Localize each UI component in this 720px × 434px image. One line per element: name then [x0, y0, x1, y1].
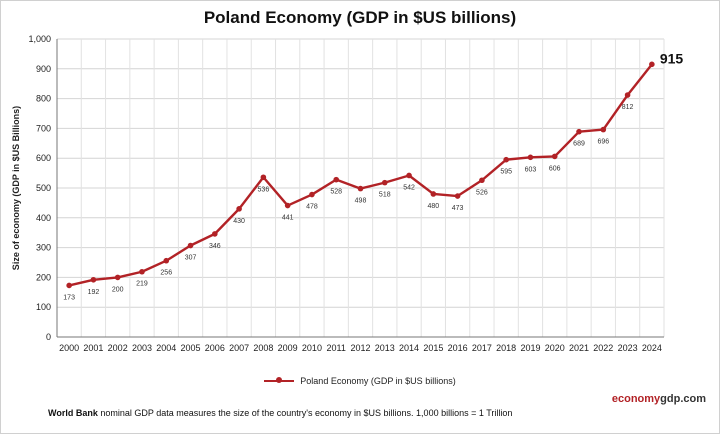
series-line	[68, 63, 653, 287]
data-point	[430, 191, 437, 197]
data-point	[503, 156, 509, 163]
data-point	[454, 193, 461, 199]
legend-line-marker-icon	[264, 377, 295, 383]
data-label: 542	[403, 184, 415, 191]
y-tick-label: 300	[36, 243, 51, 253]
data-label: 689	[573, 141, 585, 148]
data-point	[600, 126, 607, 133]
x-tick-label: 2000	[59, 343, 79, 353]
data-point	[649, 61, 655, 68]
data-point	[66, 282, 72, 289]
legend-label: Poland Economy (GDP in $US billions)	[300, 376, 456, 386]
x-tick-label: 2014	[399, 343, 419, 353]
brand-part-2: gdp.com	[660, 393, 706, 405]
x-tick-label: 2024	[642, 343, 662, 353]
y-tick-label: 200	[36, 272, 51, 282]
data-label: 526	[476, 189, 488, 196]
data-label: 200	[112, 286, 124, 293]
brand-logo: economygdp.com	[612, 393, 706, 405]
x-tick-label: 2020	[545, 343, 565, 353]
data-label: 346	[209, 243, 221, 250]
data-point	[479, 177, 485, 184]
data-point	[114, 274, 121, 281]
source-note: nominal GDP data measures the size of th…	[97, 408, 513, 418]
y-tick-label: 400	[36, 213, 51, 223]
y-tick-label: 900	[36, 64, 51, 74]
data-label: 478	[306, 204, 318, 211]
y-tick-label: 700	[36, 123, 51, 133]
brand-part-1: economy	[611, 393, 661, 405]
source-footnote: World Bank nominal GDP data measures the…	[48, 408, 512, 418]
data-point	[357, 185, 364, 192]
data-label: 219	[136, 281, 148, 288]
data-point	[551, 153, 558, 160]
data-point	[576, 128, 582, 135]
x-tick-label: 2002	[108, 343, 128, 353]
x-tick-label: 2008	[253, 343, 273, 353]
data-point	[309, 191, 315, 198]
x-tick-label: 2003	[132, 343, 152, 353]
x-tick-label: 2023	[618, 343, 638, 353]
data-label: 192	[88, 289, 100, 296]
data-label: 606	[549, 165, 561, 172]
data-label: 473	[452, 205, 464, 212]
data-point	[187, 242, 194, 249]
x-tick-label: 2016	[448, 343, 468, 353]
x-tick-label: 2012	[350, 343, 370, 353]
data-point	[163, 257, 170, 264]
data-label: 812	[622, 104, 634, 111]
x-tick-label: 2009	[278, 343, 298, 353]
data-label: 595	[500, 169, 512, 176]
x-tick-label: 2010	[302, 343, 322, 353]
y-tick-label: 1,000	[28, 34, 51, 44]
x-tick-label: 2022	[593, 343, 613, 353]
legend: Poland Economy (GDP in $US billions)	[0, 376, 720, 386]
data-label: 441	[282, 215, 294, 222]
x-tick-label: 2011	[327, 343, 346, 353]
data-label: 536	[258, 186, 270, 193]
data-point	[236, 206, 242, 212]
x-tick-label: 2004	[156, 343, 176, 353]
x-tick-label: 2017	[472, 343, 492, 353]
data-label: 173	[63, 294, 75, 301]
data-label: 480	[427, 203, 439, 210]
x-tick-label: 2001	[83, 343, 103, 353]
data-point	[406, 172, 412, 179]
x-tick-label: 2006	[205, 343, 225, 353]
data-label: 696	[597, 139, 609, 146]
y-tick-label: 100	[36, 302, 51, 312]
data-point	[90, 276, 97, 283]
data-label: 430	[233, 218, 245, 225]
x-tick-label: 2021	[569, 343, 589, 353]
data-point	[624, 92, 631, 98]
x-tick-label: 2018	[496, 343, 516, 353]
data-label: 256	[160, 270, 172, 277]
x-tick-label: 2013	[375, 343, 395, 353]
x-tick-label: 2019	[520, 343, 540, 353]
source-name: World Bank	[48, 408, 98, 418]
data-point	[212, 231, 218, 237]
data-label: 307	[185, 255, 197, 262]
y-tick-label: 500	[36, 183, 51, 193]
chart-title: Poland Economy (GDP in $US billions)	[203, 8, 517, 27]
data-point	[260, 174, 267, 181]
data-point	[381, 179, 388, 186]
y-tick-label: 600	[36, 153, 51, 163]
x-tick-label: 2005	[181, 343, 201, 353]
y-tick-label: 800	[36, 94, 51, 104]
data-point	[527, 154, 534, 161]
data-point	[139, 268, 145, 275]
data-label: 528	[330, 189, 342, 196]
data-label: 498	[355, 198, 367, 205]
data-point	[333, 176, 340, 183]
data-label: 603	[525, 166, 537, 173]
x-tick-label: 2015	[423, 343, 443, 353]
data-point	[284, 202, 291, 209]
y-tick-label: 0	[46, 332, 51, 342]
x-tick-label: 2007	[229, 343, 249, 353]
data-label: 518	[379, 192, 391, 199]
data-label-highlight: 915	[660, 50, 684, 66]
